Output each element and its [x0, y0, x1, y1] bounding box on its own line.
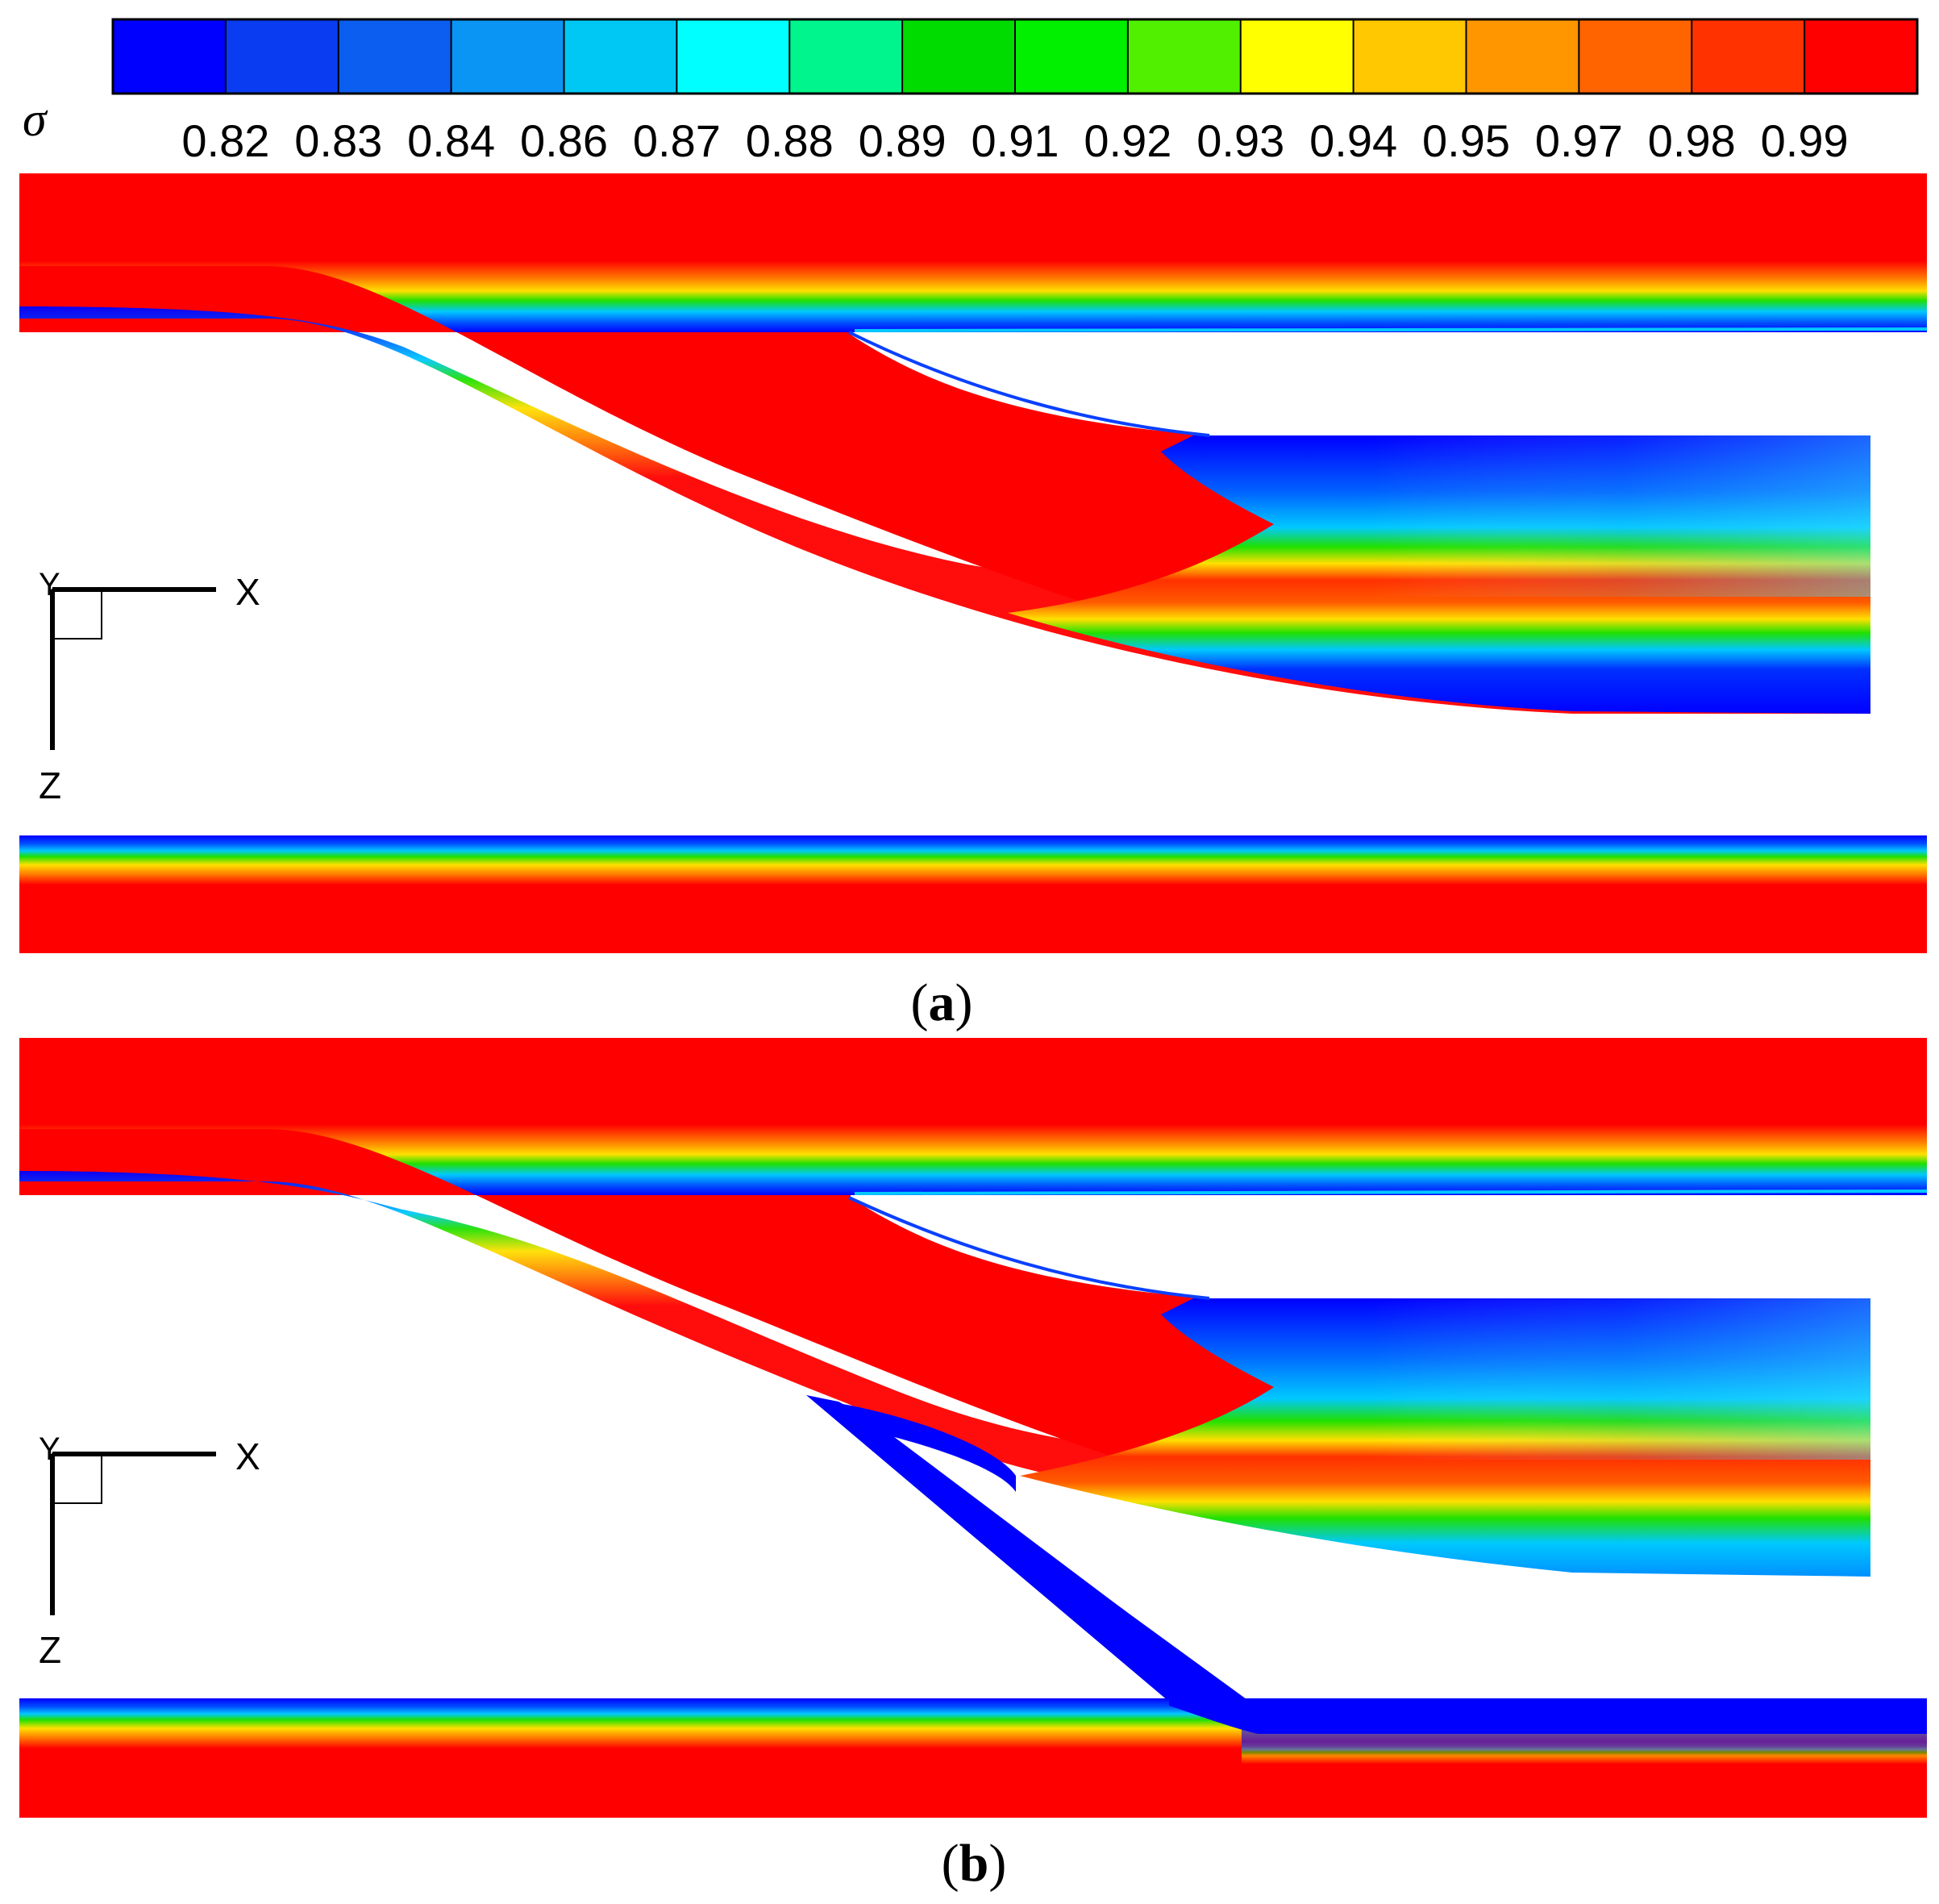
colorbar-bin — [1465, 19, 1580, 94]
secondary-branch-wall — [838, 1403, 1016, 1492]
splitter-wall-line — [848, 331, 1210, 437]
axis-label-z: Z — [39, 1629, 61, 1671]
colorbar-bin — [1578, 19, 1693, 94]
colorbar-bin — [901, 19, 1017, 94]
colorbar-bin — [1352, 19, 1467, 94]
colorbar-bin — [112, 19, 227, 94]
colorbar-tick-label: 0.84 — [407, 115, 495, 166]
axes-triad: Y X Z — [39, 1431, 260, 1671]
main-duct-lower-flow — [19, 835, 1927, 953]
axes-triad: Y X Z — [39, 567, 260, 806]
secondary-branch-flow — [806, 1395, 1246, 1702]
colorbar-bin — [1691, 19, 1806, 94]
axis-label-z: Z — [39, 765, 61, 806]
colorbar-tick-label: 0.88 — [746, 115, 834, 166]
axis-label-y: Y — [39, 567, 60, 602]
colorbar-symbol: σ — [23, 93, 48, 146]
colorbar-tick-label: 0.99 — [1761, 115, 1849, 166]
main-duct-lower-blue-wake — [1169, 1698, 1927, 1734]
splitter-wall-line — [848, 1196, 1210, 1300]
main-duct-lower-wake-layers — [1242, 1726, 1927, 1782]
colorbar-bin — [1126, 19, 1242, 94]
colorbar-bin — [1239, 19, 1355, 94]
splitter-gap — [849, 332, 1870, 435]
colorbar-bins — [112, 19, 1919, 94]
colorbar-tick-label: 0.87 — [633, 115, 721, 166]
upper-wall-line — [854, 327, 1928, 332]
colorbar-bin — [337, 19, 453, 94]
colorbar-tick-label: 0.92 — [1084, 115, 1171, 166]
colorbar-bin — [1014, 19, 1130, 94]
splitter-gap — [849, 1195, 1870, 1298]
colorbar-bin — [450, 19, 565, 94]
panel-b: Y X Z (b) — [19, 1038, 1928, 1893]
colorbar-tick-labels: 0.82 0.83 0.84 0.86 0.87 0.88 0.89 0.91 0.92 0.93… — [181, 115, 1848, 166]
axis-label-x: X — [235, 571, 260, 613]
colorbar-bin — [676, 19, 791, 94]
blank-region-right — [1020, 1477, 1870, 1702]
blank-region-left — [19, 1195, 1169, 1702]
colorbar-bin — [224, 19, 340, 94]
colorbar-tick-label: 0.86 — [520, 115, 608, 166]
colorbar-tick-label: 0.95 — [1422, 115, 1510, 166]
colorbar-legend: σ 0.82 0.83 0.84 0.86 0.87 0.88 0.89 0.91 0.92 0.… — [23, 18, 1919, 166]
colorbar-tick-label: 0.97 — [1535, 115, 1623, 166]
blank-region — [19, 332, 1870, 835]
colorbar-tick-label: 0.83 — [294, 115, 382, 166]
axis-label-y: Y — [39, 1431, 60, 1467]
colorbar-tick-label: 0.93 — [1196, 115, 1284, 166]
colorbar-tick-label: 0.82 — [181, 115, 269, 166]
outlet-fade — [1371, 1298, 1870, 1460]
colorbar-tick-label: 0.94 — [1309, 115, 1397, 166]
outlet-fade — [1371, 435, 1870, 597]
branch-lower-wall-layer — [19, 1171, 1169, 1492]
colorbar-bin — [788, 19, 904, 94]
colorbar-bin — [1804, 19, 1919, 94]
axis-label-x: X — [235, 1435, 260, 1477]
colorbar-tick-label: 0.89 — [859, 115, 947, 166]
panel-a: Y X Z (a) — [19, 173, 1928, 1032]
colorbar-bin — [563, 19, 678, 94]
colorbar-tick-label: 0.98 — [1648, 115, 1736, 166]
panel-a-caption: (a) — [911, 973, 973, 1032]
colorbar-tick-label: 0.91 — [972, 115, 1059, 166]
panel-b-caption: (b) — [942, 1834, 1007, 1893]
colorbar-frame — [111, 18, 1919, 95]
upper-wall-line — [854, 1189, 1928, 1195]
